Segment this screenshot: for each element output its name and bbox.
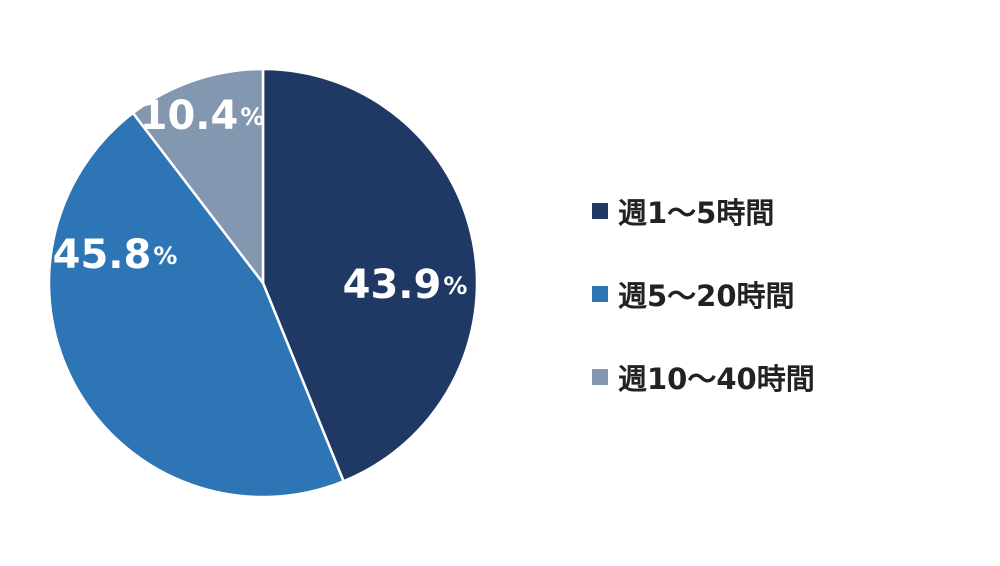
- legend-swatch-2: [592, 286, 608, 302]
- legend-label-3: 週10〜40時間: [618, 362, 815, 396]
- pie-slice-1: [261, 67, 479, 483]
- legend-label-2: 週5〜20時間: [618, 279, 795, 313]
- legend-swatch-1: [592, 203, 608, 219]
- slice-value-label-3: 10.4%: [140, 93, 265, 139]
- legend-label-1: 週1〜5時間: [618, 196, 775, 230]
- slice-value-label-1: 43.9%: [343, 262, 468, 308]
- legend-swatch-3: [592, 369, 608, 385]
- slice-value-label-2: 45.8%: [53, 232, 178, 278]
- pie-slice-labels: 43.9% 45.8% 10.4%: [53, 93, 468, 308]
- legend-item-2: 週5〜20時間: [592, 273, 972, 315]
- legend-item-1: 週1〜5時間: [592, 190, 972, 232]
- pie-slice-2: [47, 111, 345, 499]
- legend: 週1〜5時間 週5〜20時間 週10〜40時間: [592, 190, 972, 439]
- legend-item-3: 週10〜40時間: [592, 356, 972, 398]
- pie-slice-3: [131, 67, 265, 285]
- pie-slices: [47, 67, 479, 499]
